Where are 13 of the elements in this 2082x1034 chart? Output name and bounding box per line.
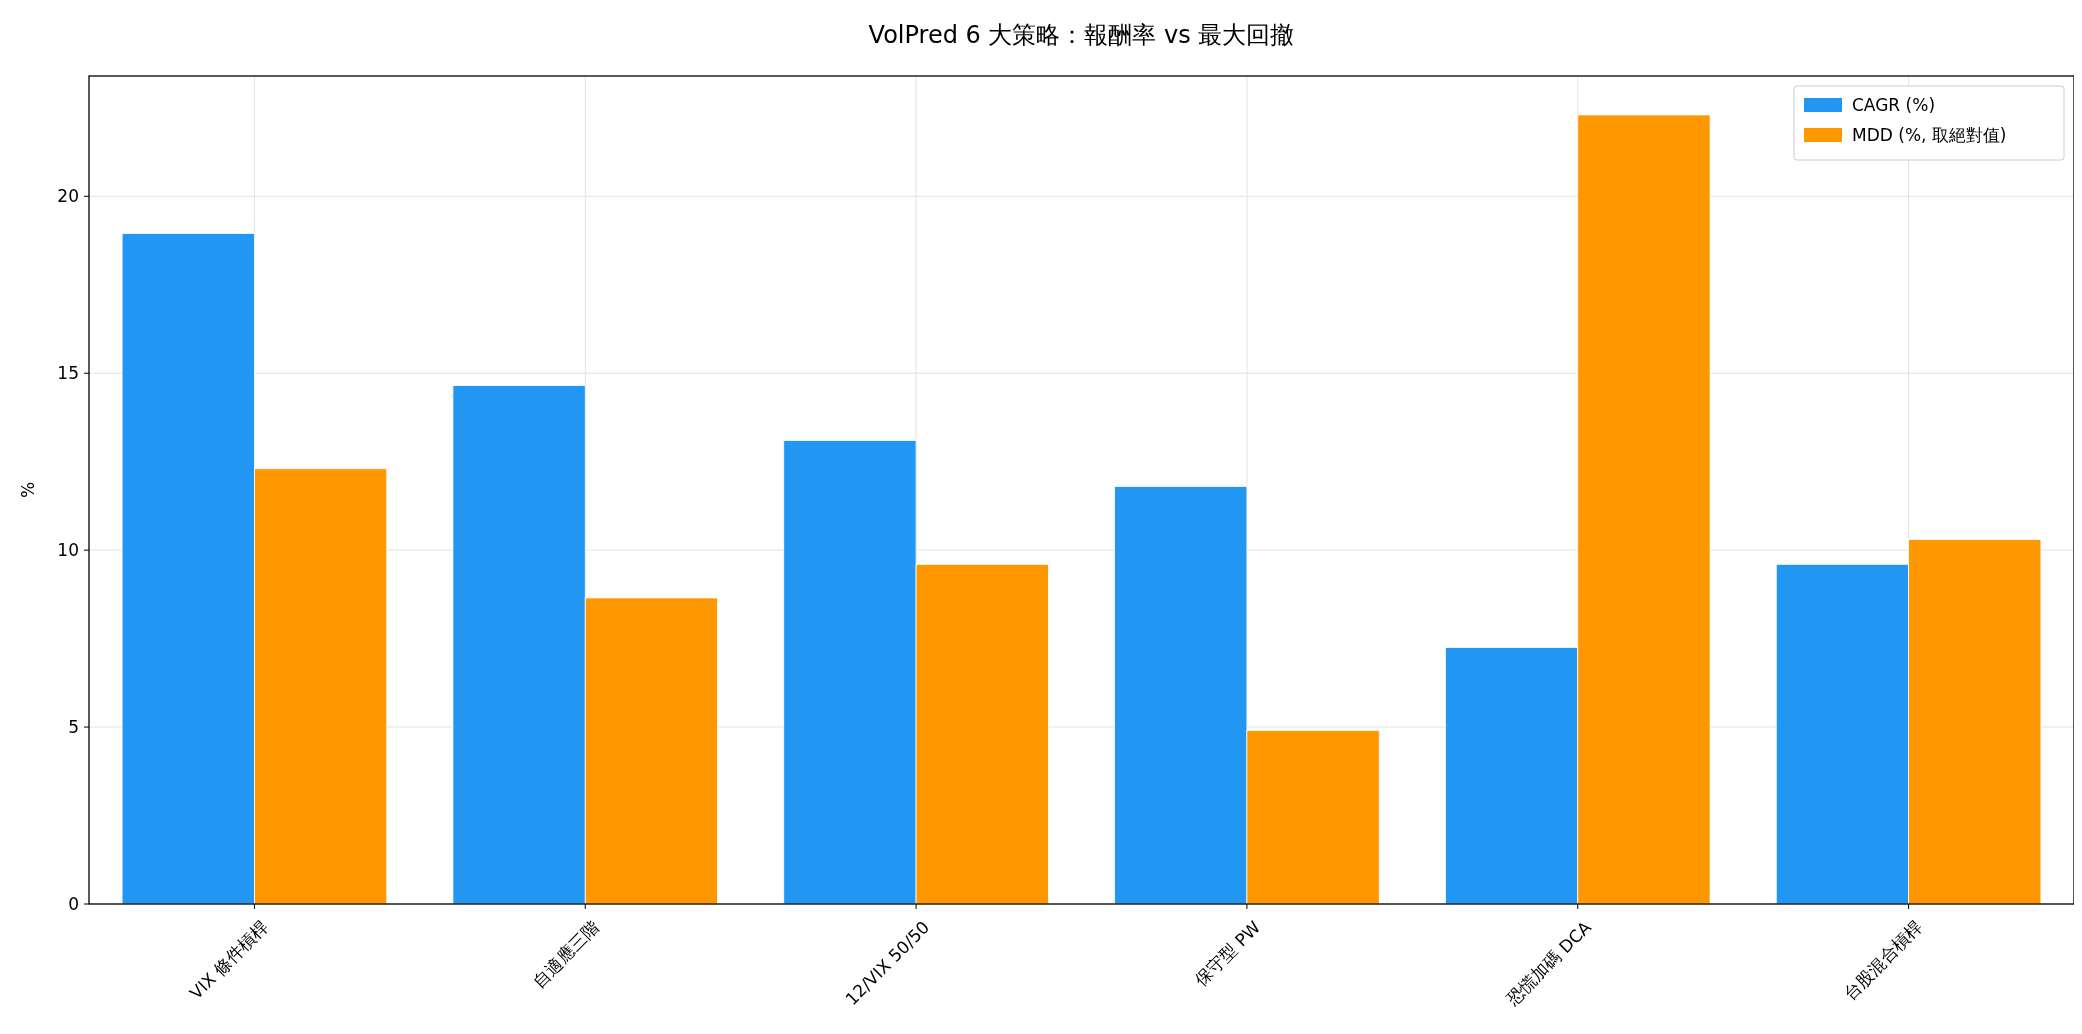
y-tick-label: 0 xyxy=(68,893,79,914)
legend-label: CAGR (%) xyxy=(1852,94,1936,115)
legend-label: MDD (%, 取絕對值) xyxy=(1852,124,2007,145)
x-tick-label: 自適應三階 xyxy=(528,917,603,992)
chart-title: VolPred 6 大策略：報酬率 vs 最大回撤 xyxy=(868,21,1295,49)
y-axis-title: % xyxy=(18,481,38,499)
x-tick-label: VIX 條件槓桿 xyxy=(185,917,272,1004)
x-tick-label: 保守型 PW xyxy=(1191,916,1265,991)
y-tick-label: 20 xyxy=(57,186,79,207)
x-tick-label: 台股混合槓桿 xyxy=(1839,917,1926,1004)
y-tick-label: 5 xyxy=(68,717,79,738)
y-tick-label: 15 xyxy=(57,363,79,384)
y-tick-label: 10 xyxy=(57,540,79,561)
